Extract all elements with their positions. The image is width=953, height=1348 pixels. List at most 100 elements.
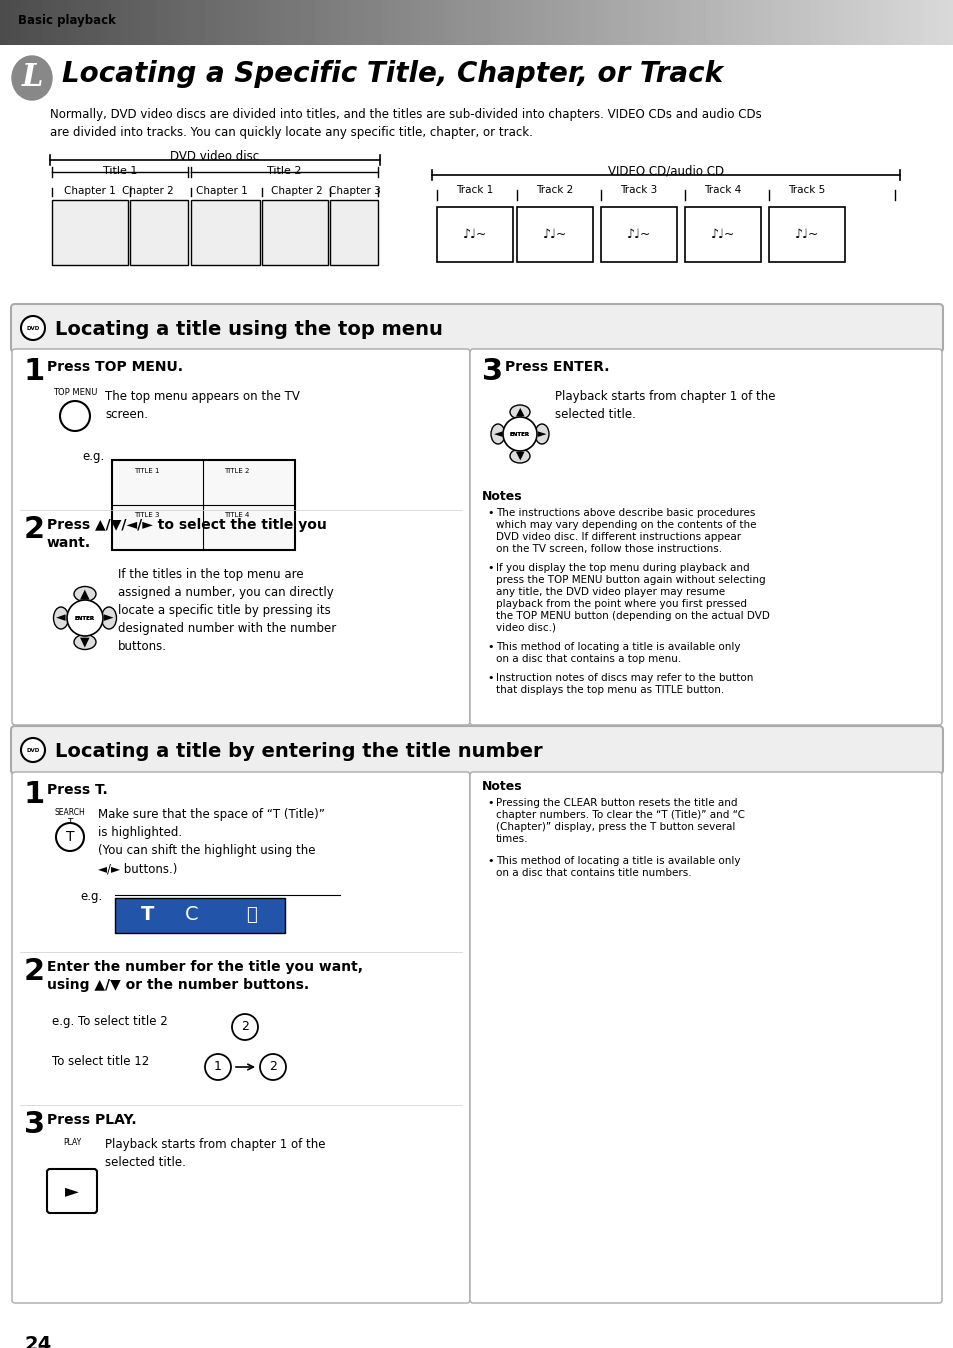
Text: Playback starts from chapter 1 of the
selected title.: Playback starts from chapter 1 of the se… (555, 390, 775, 421)
Text: 2: 2 (24, 515, 45, 545)
Circle shape (502, 417, 537, 452)
FancyBboxPatch shape (330, 200, 377, 266)
FancyBboxPatch shape (12, 772, 470, 1304)
Text: ENTER: ENTER (510, 431, 530, 437)
Text: The top menu appears on the TV
screen.: The top menu appears on the TV screen. (105, 390, 299, 421)
Text: Title 2: Title 2 (267, 166, 301, 177)
Text: ENTER: ENTER (75, 616, 95, 620)
Text: 2: 2 (241, 1020, 249, 1034)
Text: Press PLAY.: Press PLAY. (47, 1113, 136, 1127)
Circle shape (67, 600, 103, 636)
Circle shape (205, 1054, 231, 1080)
Text: •: • (486, 508, 493, 518)
FancyBboxPatch shape (470, 349, 941, 725)
Text: 3: 3 (481, 357, 502, 386)
Text: ♪♩~: ♪♩~ (710, 228, 735, 241)
Text: Track 4: Track 4 (703, 185, 740, 195)
Text: TITLE 1: TITLE 1 (133, 468, 159, 474)
Text: Press ▲/▼/◄/► to select the title you
want.: Press ▲/▼/◄/► to select the title you wa… (47, 518, 327, 550)
Ellipse shape (74, 586, 96, 601)
Text: The instructions above describe basic procedures: The instructions above describe basic pr… (496, 508, 755, 518)
Text: TITLE 2: TITLE 2 (224, 468, 249, 474)
Text: Track 5: Track 5 (787, 185, 824, 195)
Text: Playback starts from chapter 1 of the
selected title.: Playback starts from chapter 1 of the se… (105, 1138, 325, 1169)
Text: •: • (486, 798, 493, 807)
Circle shape (21, 737, 45, 762)
Text: To select title 12: To select title 12 (52, 1055, 149, 1068)
Ellipse shape (53, 607, 69, 630)
Text: Basic playback: Basic playback (18, 13, 115, 27)
Text: Track 1: Track 1 (456, 185, 493, 195)
Text: Chapter 1: Chapter 1 (64, 186, 115, 195)
Text: If you display the top menu during playback and: If you display the top menu during playb… (496, 563, 749, 573)
Circle shape (232, 1014, 257, 1041)
Text: (Chapter)” display, press the T button several: (Chapter)” display, press the T button s… (496, 822, 735, 832)
Text: ▼: ▼ (516, 452, 524, 461)
Text: video disc.): video disc.) (496, 623, 556, 634)
Text: If the titles in the top menu are
assigned a number, you can directly
locate a s: If the titles in the top menu are assign… (118, 568, 335, 652)
FancyBboxPatch shape (684, 208, 760, 262)
Text: ◄: ◄ (56, 612, 66, 624)
Text: Track 3: Track 3 (619, 185, 657, 195)
Text: ♪♩~: ♪♩~ (794, 228, 819, 241)
Text: VIDEO CD/audio CD: VIDEO CD/audio CD (607, 164, 723, 178)
Text: DVD: DVD (27, 325, 40, 330)
Text: ⌚: ⌚ (247, 906, 257, 923)
FancyBboxPatch shape (52, 200, 128, 266)
Text: ▲: ▲ (516, 407, 524, 417)
Text: Locating a title using the top menu: Locating a title using the top menu (55, 319, 442, 338)
Text: ENTER: ENTER (510, 431, 530, 437)
Text: Chapter 2: Chapter 2 (122, 186, 173, 195)
FancyBboxPatch shape (47, 1169, 97, 1213)
Text: Pressing the CLEAR button resets the title and: Pressing the CLEAR button resets the tit… (496, 798, 737, 807)
Text: 1: 1 (24, 780, 45, 809)
Circle shape (56, 824, 84, 851)
Text: 24: 24 (25, 1335, 52, 1348)
Text: on a disc that contains title numbers.: on a disc that contains title numbers. (496, 868, 691, 878)
FancyBboxPatch shape (191, 200, 260, 266)
Text: Enter the number for the title you want,
using ▲/▼ or the number buttons.: Enter the number for the title you want,… (47, 960, 363, 992)
Circle shape (260, 1054, 286, 1080)
Text: Title 1: Title 1 (103, 166, 137, 177)
Text: SEARCH: SEARCH (54, 807, 85, 817)
Text: Press T.: Press T. (47, 783, 108, 797)
Text: Chapter 2: Chapter 2 (271, 186, 322, 195)
Text: 1: 1 (24, 357, 45, 386)
Text: that displays the top menu as TITLE button.: that displays the top menu as TITLE butt… (496, 685, 723, 696)
Text: 2: 2 (24, 957, 45, 985)
Text: ♪♩~: ♪♩~ (626, 228, 651, 241)
Ellipse shape (510, 449, 530, 462)
FancyBboxPatch shape (517, 208, 593, 262)
Text: e.g. To select title 2: e.g. To select title 2 (52, 1015, 168, 1029)
Text: Notes: Notes (481, 491, 522, 503)
Text: Locating a title by entering the title number: Locating a title by entering the title n… (55, 741, 542, 762)
Text: TOP MENU: TOP MENU (52, 388, 97, 398)
Text: ▲: ▲ (80, 588, 90, 600)
Text: Make sure that the space of “T (Title)”
is highlighted.
(You can shift the highl: Make sure that the space of “T (Title)” … (98, 807, 325, 875)
Text: e.g.: e.g. (80, 890, 102, 903)
FancyBboxPatch shape (768, 208, 844, 262)
Text: Notes: Notes (481, 780, 522, 793)
Circle shape (60, 400, 90, 431)
Text: playback from the point where you first pressed: playback from the point where you first … (496, 599, 746, 609)
Text: Normally, DVD video discs are divided into titles, and the titles are sub-divide: Normally, DVD video discs are divided in… (50, 108, 760, 139)
Text: ♪♩~: ♪♩~ (542, 228, 567, 241)
Text: TITLE 4: TITLE 4 (224, 512, 249, 518)
Text: chapter numbers. To clear the “T (Title)” and “C: chapter numbers. To clear the “T (Title)… (496, 810, 744, 820)
Ellipse shape (101, 607, 116, 630)
Text: ENTER: ENTER (75, 616, 95, 620)
Text: 1: 1 (213, 1061, 222, 1073)
Text: PLAY: PLAY (63, 1138, 81, 1147)
Text: Locating a Specific Title, Chapter, or Track: Locating a Specific Title, Chapter, or T… (62, 61, 722, 88)
FancyBboxPatch shape (130, 200, 188, 266)
Text: This method of locating a title is available only: This method of locating a title is avail… (496, 856, 740, 865)
FancyBboxPatch shape (112, 460, 294, 550)
FancyBboxPatch shape (115, 898, 285, 933)
Text: Instruction notes of discs may refer to the button: Instruction notes of discs may refer to … (496, 673, 753, 683)
Text: •: • (486, 856, 493, 865)
Text: times.: times. (496, 834, 528, 844)
Text: Chapter 1: Chapter 1 (196, 186, 248, 195)
Ellipse shape (12, 57, 52, 100)
Text: on the TV screen, follow those instructions.: on the TV screen, follow those instructi… (496, 545, 721, 554)
Text: DVD: DVD (27, 748, 40, 752)
